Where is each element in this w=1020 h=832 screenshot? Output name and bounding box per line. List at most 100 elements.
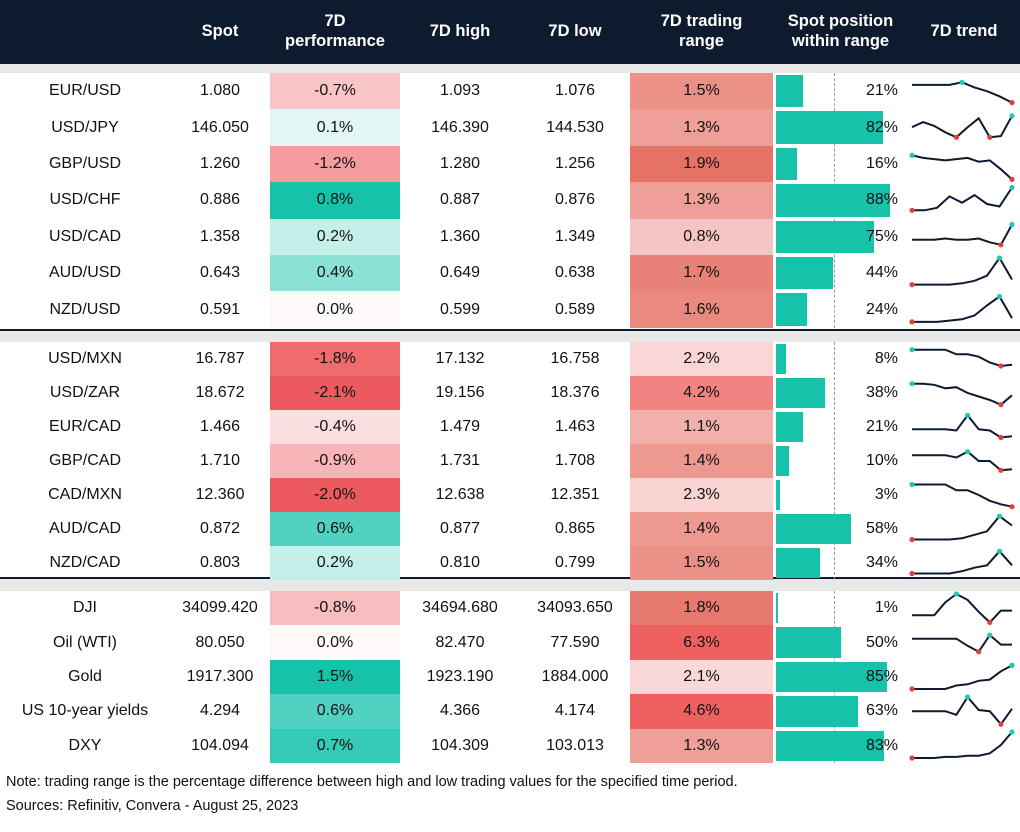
spot-value: 104.094	[191, 736, 249, 754]
group-gap	[0, 331, 1020, 342]
header-spot: Spot	[201, 22, 239, 40]
sparkline-min-marker	[909, 207, 915, 214]
table-row: CAD/MXN 12.360 -2.0% 12.638 12.351 2.3% 3%	[0, 478, 1020, 512]
group-divider	[0, 577, 1020, 579]
pair-name: GBP/CAD	[48, 452, 121, 469]
position-bar	[776, 696, 858, 727]
sparkline-line	[912, 256, 1013, 286]
low-value: 1.463	[554, 418, 596, 435]
range-value: 2.3%	[630, 478, 773, 512]
table-row: AUD/CAD 0.872 0.6% 0.877 0.865 1.4% 58%	[0, 512, 1020, 546]
range-value: 4.6%	[630, 694, 773, 729]
sparkline-min-marker	[909, 282, 915, 288]
position-percent: 75%	[865, 227, 898, 245]
position-bar	[776, 661, 887, 693]
position-cell: 1%	[773, 591, 908, 625]
low-value: 1.349	[554, 227, 596, 245]
sparkline-line	[912, 187, 1013, 212]
pair-name: USD/ZAR	[49, 384, 121, 401]
range-midline	[834, 342, 835, 580]
sparkline-min-marker	[953, 135, 959, 141]
spot-value: 1917.300	[186, 667, 254, 685]
pair-name: NZD/USD	[49, 300, 121, 318]
position-bar	[776, 730, 884, 761]
position-bar	[776, 480, 780, 510]
table-row: AUD/USD 0.643 0.4% 0.649 0.638 1.7% 44%	[0, 255, 1020, 292]
sparkline-min-marker	[976, 649, 982, 655]
high-value: 0.887	[439, 191, 481, 209]
sparkline-line	[912, 514, 1013, 541]
spot-value: 80.050	[195, 633, 245, 651]
sparkline-min-marker	[909, 686, 915, 692]
low-value: 16.758	[550, 350, 600, 367]
sparkline-svg	[909, 255, 1013, 288]
sparkline-svg	[909, 294, 1013, 325]
group-gap	[0, 579, 1020, 591]
high-value: 1.731	[439, 452, 481, 469]
sparkline-max-marker	[987, 632, 993, 639]
sparkline-max-marker	[1009, 662, 1015, 668]
performance-value: -2.1%	[270, 376, 400, 410]
table-row: USD/JPY 146.050 0.1% 146.390 144.530 1.3% 82%	[0, 109, 1020, 146]
sparkline-min-marker	[998, 402, 1004, 408]
pair-name: DJI	[73, 599, 97, 617]
high-value: 104.309	[431, 736, 489, 754]
position-cell: 58%	[773, 512, 908, 546]
high-value: 1.280	[439, 154, 481, 172]
header-7d-high: 7D high	[429, 22, 491, 40]
sparkline-line	[911, 154, 1013, 180]
spot-value: 0.591	[199, 300, 241, 318]
position-percent: 34%	[865, 554, 898, 571]
position-bar	[776, 344, 786, 374]
sparkline-max-marker	[996, 255, 1003, 261]
sparkline-line	[912, 695, 1013, 727]
spot-value: 34099.420	[182, 599, 258, 617]
low-value: 12.351	[550, 486, 600, 503]
range-value: 1.8%	[630, 591, 773, 626]
range-value: 1.5%	[630, 546, 773, 580]
trend-sparkline	[908, 478, 1020, 512]
position-bar	[776, 184, 890, 217]
sparkline-line	[912, 450, 1013, 472]
sparkline-line	[912, 413, 1013, 439]
low-value: 0.638	[554, 264, 596, 282]
trend-sparkline	[908, 410, 1020, 444]
sparkline-line	[912, 633, 1012, 654]
sparkline-max-marker	[1009, 728, 1015, 735]
pair-name: Oil (WTI)	[53, 633, 117, 651]
sparkline-line	[912, 664, 1013, 690]
position-percent: 58%	[865, 520, 898, 537]
range-value: 1.3%	[630, 182, 773, 219]
performance-value: -1.8%	[270, 342, 400, 376]
spot-value: 1.260	[199, 154, 241, 172]
spot-value: 1.710	[199, 452, 241, 469]
sparkline-max-marker	[909, 381, 915, 387]
pair-name: USD/JPY	[51, 118, 119, 136]
table-row: US 10-year yields 4.294 0.6% 4.366 4.174 4.6%…	[0, 694, 1020, 729]
position-percent: 8%	[874, 350, 898, 367]
sparkline-svg	[909, 481, 1015, 510]
spot-value: 16.787	[195, 350, 245, 367]
performance-value: 0.1%	[270, 109, 400, 146]
position-cell: 8%	[773, 342, 908, 376]
low-value: 0.876	[554, 191, 596, 209]
sparkline-svg	[912, 79, 1015, 106]
high-value: 0.599	[439, 300, 481, 318]
position-cell: 63%	[773, 694, 908, 728]
sparkline-max-marker	[909, 152, 915, 158]
header-7d-performance: 7D performance	[285, 12, 385, 50]
trend-sparkline	[908, 546, 1020, 580]
position-percent: 88%	[865, 191, 898, 209]
table-header: Spot 7D performance 7D high 7D low 7D tr…	[0, 0, 1020, 62]
table-row: NZD/CAD 0.803 0.2% 0.810 0.799 1.5% 34%	[0, 546, 1020, 580]
low-value: 18.376	[550, 384, 600, 401]
table-row: GBP/USD 1.260 -1.2% 1.280 1.256 1.9% 16%	[0, 145, 1020, 183]
sparkline-line	[912, 549, 1013, 575]
position-percent: 83%	[865, 736, 898, 754]
table-row: DJI 34099.420 -0.8% 34694.680 34093.650 1.8% 1…	[0, 591, 1020, 626]
performance-value: 0.2%	[270, 218, 400, 255]
trend-sparkline	[908, 146, 1020, 182]
sparkline-min-marker	[909, 754, 915, 761]
pair-name: AUD/CAD	[48, 520, 121, 537]
position-cell: 83%	[773, 729, 908, 763]
